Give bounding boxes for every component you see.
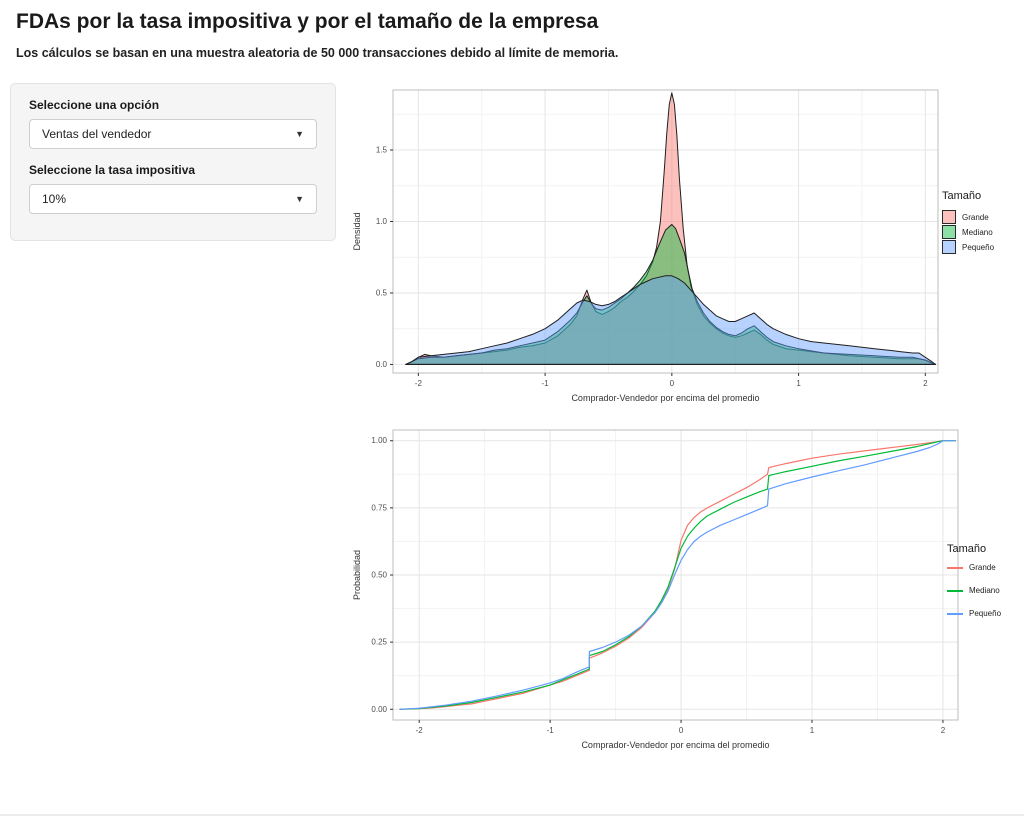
- svg-text:1: 1: [796, 379, 801, 388]
- svg-text:1.5: 1.5: [376, 146, 388, 155]
- svg-text:1.00: 1.00: [371, 436, 387, 445]
- legend-swatch: [942, 225, 956, 239]
- density-legend: Tamaño Grande Mediano Pequeño: [942, 190, 1018, 255]
- svg-text:2: 2: [941, 726, 946, 735]
- density-plot: -2 -1 0 1 2 0.0 0.5 1.0 1.5 Comprador-Vendedor po…: [352, 89, 939, 403]
- tax-select[interactable]: 10% ▼: [29, 184, 317, 214]
- legend-items: Grande Mediano Pequeño: [942, 210, 1018, 254]
- svg-text:-2: -2: [415, 379, 423, 388]
- svg-text:0.0: 0.0: [376, 360, 388, 369]
- svg-text:0.25: 0.25: [371, 638, 387, 647]
- option-select[interactable]: Ventas del vendedor ▼: [29, 119, 317, 149]
- legend-label: Pequeño: [969, 609, 1002, 618]
- legend-line-swatch: [947, 612, 963, 615]
- legend-item: Pequeño: [947, 609, 1023, 618]
- legend-swatch: [942, 240, 956, 254]
- svg-text:2: 2: [923, 379, 928, 388]
- legend-label: Mediano: [962, 227, 993, 237]
- page-title: FDAs por la tasa impositiva y por el tam…: [16, 10, 599, 33]
- tax-select-value: 10%: [42, 192, 67, 206]
- legend-label: Grande: [969, 563, 996, 572]
- svg-text:0.00: 0.00: [371, 705, 387, 714]
- legend-line-swatch: [947, 566, 963, 569]
- svg-text:-2: -2: [416, 726, 424, 735]
- legend-swatch: [942, 210, 956, 224]
- legend-label: Mediano: [969, 586, 1000, 595]
- legend-title: Tamaño: [947, 543, 987, 555]
- density-chart-block: -2 -1 0 1 2 0.0 0.5 1.0 1.5 Comprador-Vendedor po…: [350, 84, 1020, 414]
- cdf-plot: -2 -1 0 1 2 0.00 0.25 0.50 0.75 1.00 Comprador-Ven…: [352, 429, 959, 750]
- svg-text:1: 1: [810, 726, 815, 735]
- svg-text:-1: -1: [542, 379, 550, 388]
- option-select-value: Ventas del vendedor: [42, 127, 152, 141]
- legend-title: Tamaño: [942, 190, 982, 202]
- legend-item: Mediano: [947, 586, 1023, 595]
- svg-text:0.75: 0.75: [371, 503, 387, 512]
- svg-text:0.5: 0.5: [376, 288, 388, 297]
- legend-label: Grande: [962, 212, 989, 222]
- option-select-label: Seleccione una opción: [29, 98, 160, 112]
- svg-text:-1: -1: [547, 726, 555, 735]
- sidebar-panel: Seleccione una opción Ventas del vendedo…: [10, 83, 336, 241]
- legend-item: Grande: [947, 563, 1023, 572]
- svg-text:Comprador-Vendedor por encima: Comprador-Vendedor por encima del promed…: [581, 740, 769, 750]
- page-bottom-divider: [0, 814, 1024, 816]
- svg-text:0.50: 0.50: [371, 571, 387, 580]
- cdf-chart-block: -2 -1 0 1 2 0.00 0.25 0.50 0.75 1.00 Comprador-Ven…: [350, 423, 1020, 768]
- chevron-down-icon: ▼: [295, 193, 304, 204]
- svg-text:1.0: 1.0: [376, 217, 388, 226]
- svg-text:0: 0: [670, 379, 675, 388]
- legend-line-swatch: [947, 589, 963, 592]
- svg-text:0: 0: [679, 726, 684, 735]
- chevron-down-icon: ▼: [295, 128, 304, 139]
- tax-select-label: Seleccione la tasa impositiva: [29, 163, 196, 177]
- page-subtitle: Los cálculos se basan en una muestra ale…: [16, 46, 619, 60]
- legend-item: Mediano: [942, 225, 1018, 239]
- cdf-legend: Tamaño Grande Mediano Pequeño: [947, 543, 1023, 632]
- legend-item: Pequeño: [942, 240, 1018, 254]
- legend-item: Grande: [942, 210, 1018, 224]
- svg-text:Probabilidad: Probabilidad: [352, 550, 362, 600]
- svg-text:Comprador-Vendedor por encima: Comprador-Vendedor por encima del promed…: [571, 393, 759, 403]
- legend-items: Grande Mediano Pequeño: [947, 563, 1023, 618]
- svg-text:Densidad: Densidad: [352, 212, 362, 250]
- legend-label: Pequeño: [962, 242, 995, 252]
